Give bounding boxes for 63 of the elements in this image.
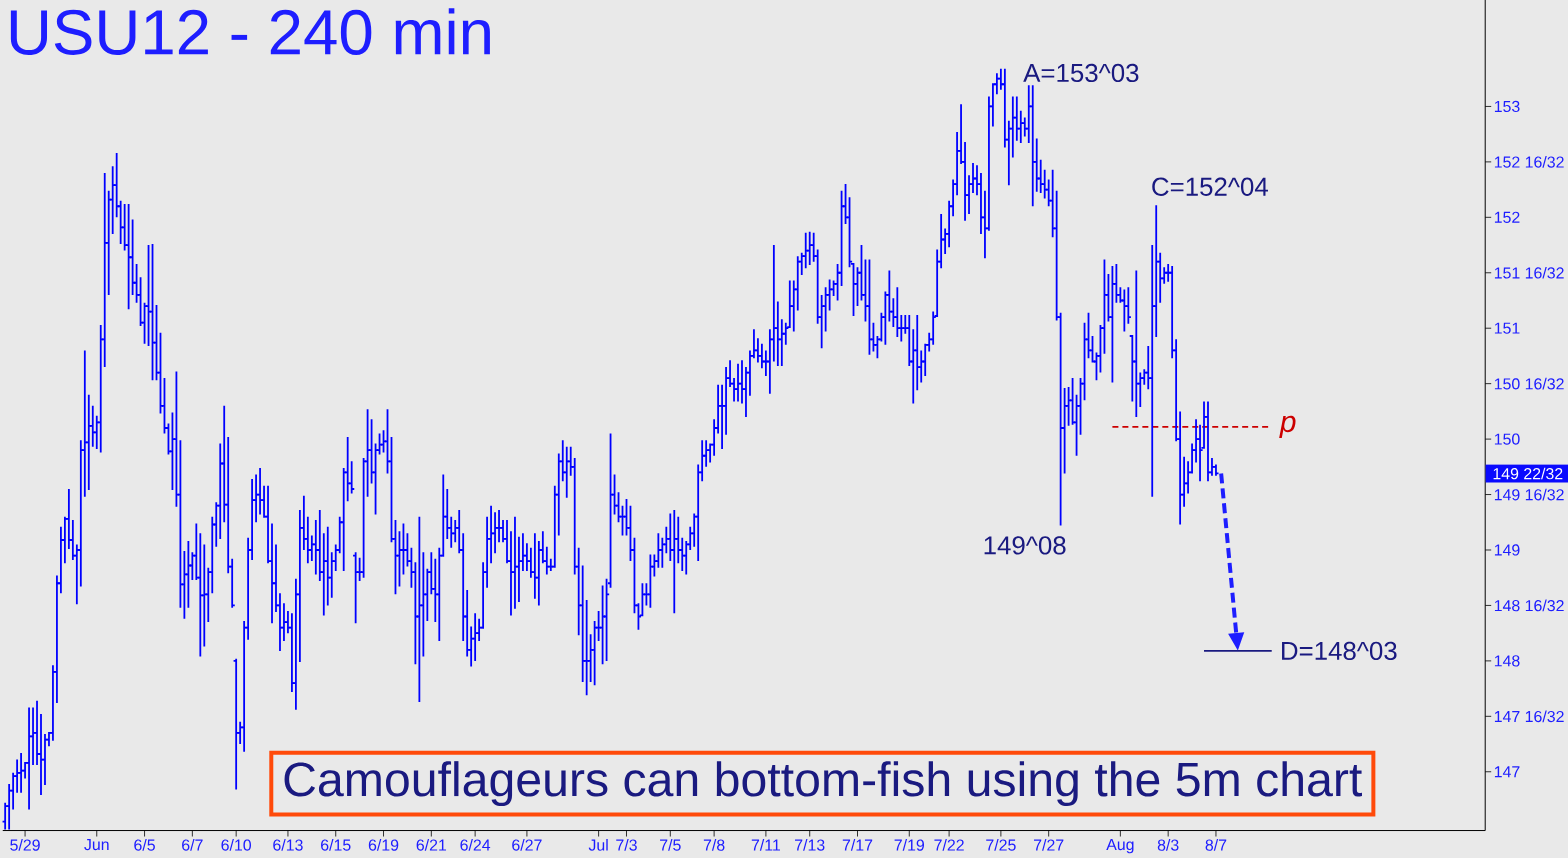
chart-title: USU12 - 240 min [10,7,490,55]
series-label: D=148^03 [1282,641,1397,660]
candlestick [17,751,25,794]
y-tick-label: 147 [1494,766,1520,777]
x-tick-label: 6/13 [273,838,303,851]
y-tick-label: 151 16/32 [1494,266,1564,279]
candlestick [1120,288,1128,333]
x-tick-label: 6/5 [134,838,155,851]
y-tick-label: 150 [1494,433,1520,445]
x-tick-label: 5/29 [10,838,40,851]
x-tick-label: 7/17 [842,838,873,851]
x-tick-label: 6/24 [460,838,491,851]
x-tick-label: 7/13 [795,838,825,851]
x-tick-label: 8/3 [1157,838,1179,851]
candlestick [471,612,479,662]
text: 149 22/32 [1493,467,1563,480]
candlestick [415,515,423,703]
y-tick-label: 152 [1494,211,1520,223]
x-tick-label: 7/25 [986,838,1016,851]
x-tick-label: 7/11 [751,838,780,851]
candlestick [25,706,33,811]
x-tick-label: 6/10 [221,838,252,851]
candlestick [352,551,360,624]
y-tick-label: 148 [1494,655,1520,667]
candlestick [893,286,901,338]
x-tick-label: 6/21 [416,838,447,851]
y-tick-label: 151 [1494,322,1520,334]
series-label: p [1279,415,1296,438]
annotation: C=152^04 [1152,177,1268,196]
x-tick-label: Aug [1106,838,1134,854]
x-tick-label: 7/27 [1034,838,1064,851]
candlestick [125,202,133,311]
candlestick [734,362,742,403]
candlestick [670,508,678,614]
annotation: A=153^03 [1023,63,1139,82]
y-tick-label: 149 [1494,544,1520,556]
candlestick [232,657,240,791]
x-tick-label: 7/8 [703,838,725,851]
x-tick-label: 8/7 [1205,838,1227,851]
x-tick-label: 6/19 [368,838,399,851]
x-tick-label: 6/27 [512,838,542,851]
x-tick-label: 7/19 [894,838,924,851]
x-tick-label: 6/15 [321,838,351,851]
annotation: Camouflageurs can bottom-fish using the 5m chart [284,760,1362,806]
y-tick-label: 147 16/32 [1494,710,1564,722]
x-tick-label: 7/3 [616,838,637,851]
candlestick [806,230,814,266]
x-tick-label: Jul [588,838,608,851]
x-tick-label: Jun [84,838,109,850]
annotation: 149^08 [984,536,1066,555]
y-tick-label: 148 16/32 [1494,599,1564,612]
y-tick-label: 150 16/32 [1494,377,1564,390]
candlestick [1108,264,1116,384]
x-tick-label: 7/5 [660,838,681,851]
y-tick-label: 149 16/32 [1494,488,1564,501]
x-tick-label: 7/22 [934,838,964,851]
x-tick-label: 6/7 [182,838,203,851]
candlestick [1204,400,1212,482]
y-tick-label: 153 [1494,100,1520,112]
y-tick-label: 152 16/32 [1494,155,1564,168]
candlestick [646,553,654,609]
candlestick [1029,84,1037,207]
candlestick [1132,269,1140,418]
